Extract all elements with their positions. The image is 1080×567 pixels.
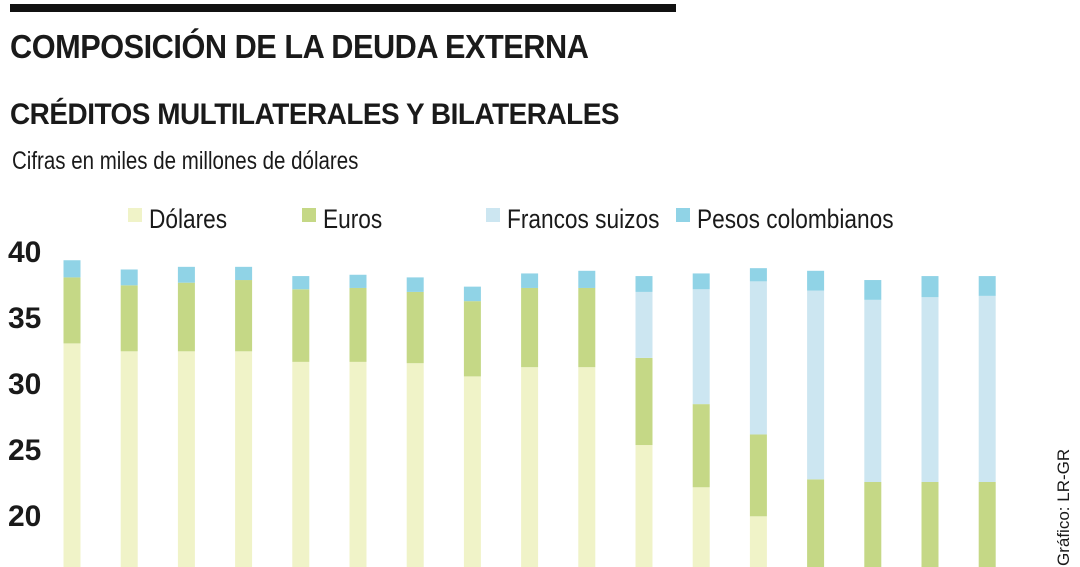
bar-segment [864,482,882,567]
bar-segment [921,297,939,482]
bar-segment [235,266,253,281]
bar-segment [692,404,710,488]
legend: Dólares Euros Francos suizos Pesos colombia… [128,204,894,234]
bar-segment [978,295,996,482]
bar-segment [63,343,81,567]
bar-segment [406,363,424,567]
bar-stack [978,276,996,567]
units-note: Cifras en miles de millones de dólares [12,147,359,175]
legend-label: Pesos colombianos [697,204,894,234]
bar-segment [235,280,253,352]
legend-swatch [128,208,142,222]
bar-segment [807,290,825,480]
bar-segment [292,276,310,290]
legend-label: Euros [323,204,382,234]
legend-swatch [486,208,500,222]
bar-segment [978,482,996,567]
bar-segment [120,285,138,352]
bar-segment [635,357,653,446]
chart-subtitle: CRÉDITOS MULTILATERALES Y BILATERALES [10,98,620,131]
y-axis: 20 25 30 35 40 [8,236,41,533]
bars [63,260,996,567]
bar-segment [864,280,882,300]
bar-segment [921,482,939,567]
bar-stack [635,276,653,567]
bar-segment [292,289,310,362]
bar-segment [463,376,481,567]
bar-segment [578,287,596,368]
bar-segment [120,351,138,567]
bar-segment [177,266,195,283]
bar-stack [406,277,424,567]
bar-segment [406,277,424,292]
bar-stack [807,270,825,567]
bar-segment [807,270,825,291]
bar-segment [406,291,424,364]
legend-label: Francos suizos [507,204,659,234]
bar-segment [749,268,767,282]
bar-segment [177,351,195,567]
y-tick-label: 40 [8,236,41,269]
legend-swatch [302,208,316,222]
bar-segment [235,351,253,567]
bar-segment [921,276,939,298]
bar-segment [692,487,710,567]
bar-stack [120,269,138,567]
bar-segment [120,269,138,286]
bar-segment [349,274,367,288]
credit-label: Gráfico: LR-GR [1054,448,1073,566]
bar-segment [463,286,481,302]
bar-segment [349,361,367,567]
bar-segment [63,260,81,278]
bar-stack [292,276,310,567]
y-tick-label: 25 [8,434,41,467]
bar-segment [63,277,81,344]
bar-stack [235,266,253,567]
y-tick-label: 35 [8,302,41,335]
bar-segment [864,299,882,482]
bar-segment [692,289,710,405]
bar-stack [349,274,367,567]
bar-stack [463,286,481,567]
chart-title: COMPOSICIÓN DE LA DEUDA EXTERNA [10,28,589,65]
bar-segment [749,516,767,567]
bar-stack [692,273,710,567]
bar-segment [978,276,996,296]
bar-stack [177,266,195,567]
bar-segment [749,434,767,517]
bar-segment [292,361,310,567]
y-tick-label: 20 [8,500,41,533]
bar-segment [521,287,539,368]
legend-swatch [676,208,690,222]
bar-segment [578,367,596,567]
bar-segment [349,287,367,362]
top-rule [10,4,676,12]
bar-stack [864,280,882,567]
bar-segment [635,291,653,358]
bar-segment [578,270,596,288]
bar-segment [635,445,653,567]
bar-segment [177,282,195,352]
bar-segment [807,479,825,567]
bar-segment [635,276,653,292]
bar-segment [521,273,539,288]
bar-segment [463,301,481,377]
y-tick-label: 30 [8,368,41,401]
bar-segment [692,273,710,290]
legend-label: Dólares [149,204,227,234]
bar-segment [521,367,539,567]
bar-segment [749,281,767,435]
bar-stack [521,273,539,567]
bar-stack [63,260,81,567]
bar-stack [921,276,939,567]
bar-stack [749,268,767,567]
bar-stack [578,270,596,567]
